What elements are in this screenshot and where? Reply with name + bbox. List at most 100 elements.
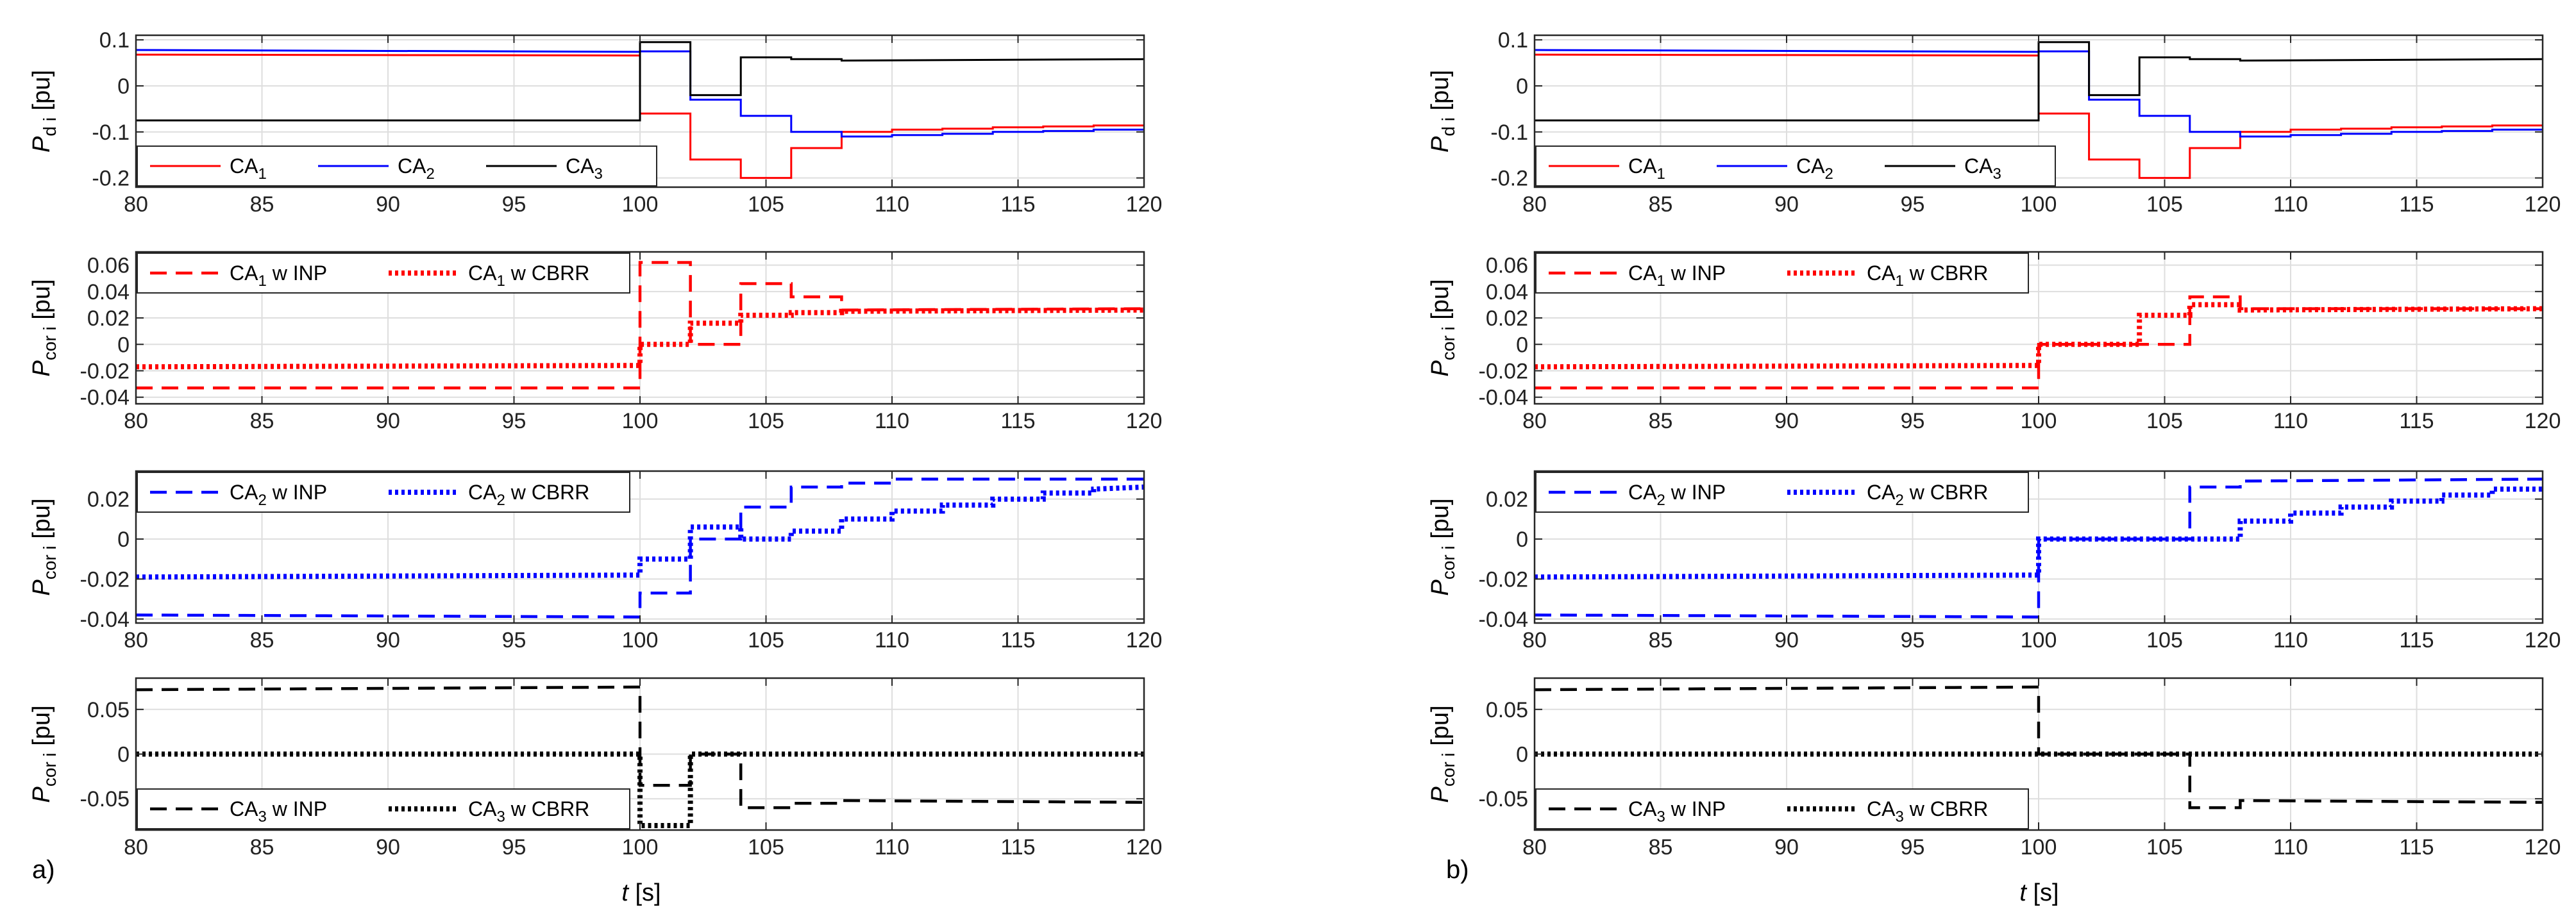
y-axis-label: Pcor i [pu] (28, 279, 60, 376)
y-tick-label: 0.02 (1486, 306, 1528, 331)
x-tick-label: 115 (2399, 628, 2434, 652)
legend-entry-name: CA (230, 797, 258, 820)
x-tick-label: 95 (502, 628, 526, 652)
y-axis-label: Pcor i [pu] (28, 498, 60, 595)
legend-entry-sub: 3 (1895, 808, 1903, 826)
y-tick-label: 0.04 (87, 280, 130, 304)
series-line-1 (136, 53, 1144, 179)
series-line-2 (136, 307, 1144, 370)
legend-entry-name: CA (230, 262, 258, 285)
x-tick-label: 120 (1126, 628, 1163, 652)
legend-entry-name: CA (1628, 154, 1657, 178)
panel-a1: 80 85 90 95 100 105 110 115 120 0.1 0 -0.1 -0.2 Pd i … (28, 28, 1162, 217)
y-axis-label-sub: cor i (1438, 545, 1458, 579)
x-axis-label-b: t [s] (2019, 879, 2058, 906)
y-tick-label: 0.05 (1486, 698, 1528, 722)
legend-entry-name: CA (1867, 481, 1896, 504)
y-tick-label: -0.04 (1479, 386, 1529, 410)
x-tick-label: 90 (1774, 192, 1799, 217)
y-tick-label: 0 (117, 743, 130, 767)
x-tick-label: 90 (376, 409, 400, 433)
legend-box (137, 253, 630, 294)
x-axis-label-a: t [s] (621, 879, 661, 906)
x-tick-label: 85 (250, 192, 274, 217)
legend-entry-suffix: w CBRR (1904, 797, 1989, 820)
legend-entry-1: CA2 w INP (1628, 481, 1726, 509)
series-group (136, 685, 1144, 828)
x-tick-label: 105 (748, 192, 784, 217)
y-tick-label: 0.1 (1498, 28, 1528, 53)
x-tick-label: 105 (748, 409, 784, 433)
series-group (136, 478, 1144, 619)
y-axis-label: Pcor i [pu] (28, 705, 60, 802)
legend-entry-2: CA1 w CBRR (468, 262, 589, 290)
panel-label-a: a) (32, 856, 55, 884)
x-tick-label: 85 (1649, 192, 1673, 217)
legend-entry-sub: 1 (1656, 165, 1665, 183)
legend-entry-1: CA1 (230, 154, 267, 183)
legend-entry-2: CA3 w CBRR (1867, 797, 1988, 826)
series-line-1 (136, 261, 1144, 390)
panel-b1: 80 85 90 95 100 105 110 115 120 0.1 0 -0.1 -0.2 Pd i … (1427, 28, 2561, 217)
x-tick-label: 95 (502, 835, 526, 860)
x-tick-label: 90 (376, 835, 400, 860)
legend-box (1535, 788, 2029, 829)
legend-entry-1: CA1 w INP (1628, 262, 1726, 290)
y-axis-label: Pd i [pu] (1427, 70, 1458, 153)
panel-b3: 80 85 90 95 100 105 110 115 120 0.02 0 -0.02 -0.04 Pc… (1427, 470, 2561, 652)
legend-entry-sub: 2 (1656, 492, 1665, 509)
y-tick-label: 0 (117, 528, 130, 552)
legend-entry-suffix: w INP (1665, 797, 1726, 820)
x-tick-label: 95 (1901, 628, 1925, 652)
legend-entry-sub: 2 (1824, 165, 1833, 183)
x-tick-label: 100 (2021, 628, 2057, 652)
y-axis-label-base: P (1427, 136, 1454, 153)
x-tick-label: 80 (1522, 409, 1547, 433)
y-tick-label: 0 (1516, 74, 1528, 99)
series-group (1535, 41, 2543, 179)
legend-entry-suffix: w INP (1665, 262, 1726, 285)
x-tick-label: 100 (622, 835, 659, 860)
x-tick-label: 115 (2399, 835, 2434, 860)
y-tick-label: 0.02 (87, 306, 130, 331)
x-tick-label: 90 (376, 628, 400, 652)
x-tick-label: 120 (2525, 409, 2561, 433)
legend-entry-sub: 3 (496, 808, 505, 826)
y-tick-label: 0.02 (87, 488, 130, 512)
legend-entry-2: CA2 (398, 154, 435, 183)
y-tick-label: -0.2 (1490, 167, 1528, 191)
series-line-1 (1535, 685, 2543, 810)
x-tick-label: 120 (1126, 835, 1163, 860)
legend-entry-name: CA (1628, 481, 1657, 504)
panel-b2: 80 85 90 95 100 105 110 115 1200.060.040.020-0.0… (1427, 251, 2561, 433)
series-line-2 (1535, 302, 2543, 370)
y-axis-label-sub: d i (40, 117, 60, 137)
y-axis-label-sub: cor i (40, 545, 60, 579)
x-tick-label: 80 (124, 192, 148, 217)
x-axis-label-var: t (621, 879, 629, 906)
x-tick-label: 85 (1649, 835, 1673, 860)
y-tick-label: 0.06 (87, 254, 130, 278)
legend-entry-2: CA2 (1796, 154, 1833, 183)
legend-entry-sub: 2 (258, 492, 266, 509)
y-axis-label-unit: [pu] (1427, 70, 1454, 117)
legend-entry-name: CA (398, 154, 426, 178)
legend-entry-sub: 3 (258, 808, 266, 826)
x-tick-label: 80 (124, 628, 148, 652)
y-tick-label: -0.02 (80, 359, 130, 383)
legend-entry-3: CA3 (566, 154, 603, 183)
series-line-3 (136, 41, 1144, 122)
legend-entry-sub: 3 (1992, 165, 2001, 183)
x-tick-label: 105 (2146, 628, 2183, 652)
y-axis-label-unit: [pu] (1427, 498, 1454, 545)
x-tick-label: 80 (124, 409, 148, 433)
y-axis-label-unit: [pu] (28, 498, 55, 545)
x-tick-label: 115 (1000, 409, 1035, 433)
y-axis-label-base: P (28, 786, 55, 803)
y-axis-label: Pcor i [pu] (1427, 279, 1458, 376)
series-line-1 (1535, 53, 2543, 179)
y-tick-label: -0.1 (92, 120, 130, 145)
legend-entry-name: CA (1628, 797, 1657, 820)
y-axis-label-base: P (28, 136, 55, 153)
legend: CA2 w INP CA2 w CBRR (1535, 472, 2029, 513)
